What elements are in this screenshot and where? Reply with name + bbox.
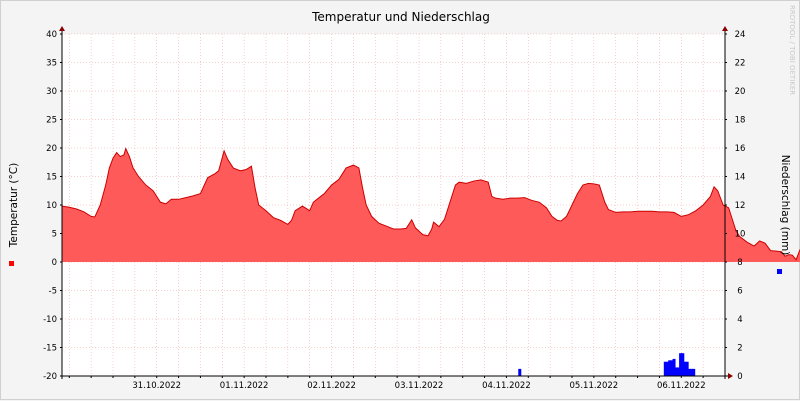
y-right-tick-label: 2 [737, 344, 742, 354]
precipitation-bar [679, 353, 683, 376]
chart-title: Temperatur und Niederschlag [311, 10, 490, 24]
precipitation-series [518, 353, 696, 376]
y-left-tick-label: 30 [46, 87, 57, 97]
y-left-tick-label: -20 [43, 372, 57, 382]
temperature-line [61, 147, 800, 261]
y-left-axis-label: Temperatur (°C) [8, 163, 20, 248]
y-left-tick-label: 35 [46, 59, 57, 69]
x-tick-label: 03.11.2022 [395, 381, 444, 391]
y-left-tick-label: 25 [46, 116, 57, 126]
precipitation-bar [518, 368, 522, 376]
left-axis-ticks: 40 35 30 25 20 15 10 5 0 -5 -10 -15 -20 [43, 30, 62, 382]
precipitation-bar [692, 368, 696, 376]
y-right-axis-label: Niederschlag (mm) [779, 155, 791, 256]
x-axis-ticks: 31.10.2022 01.11.2022 02.11.2022 03.11.2022… [68, 376, 706, 391]
axes [59, 26, 733, 379]
y-left-tick-label: 40 [46, 30, 57, 40]
precipitation-bar [690, 368, 694, 376]
x-tick-label: 31.10.2022 [132, 381, 181, 391]
precipitation-bar [685, 361, 689, 376]
y-left-tick-label: 10 [46, 201, 57, 211]
y-left-tick-label: 15 [46, 173, 57, 183]
precipitation-bar [681, 353, 685, 376]
precipitation-bar [674, 367, 678, 376]
y-right-tick-label: 14 [735, 173, 746, 183]
precipitation-bar [668, 360, 672, 376]
y-left-axis-arrow [59, 26, 65, 31]
x-tick-label: 05.11.2022 [570, 381, 619, 391]
precipitation-bar [670, 360, 674, 376]
x-tick-label: 02.11.2022 [307, 381, 356, 391]
y-right-tick-label: 22 [735, 59, 746, 69]
precipitation-bar [676, 367, 680, 376]
precipitation-bar [683, 361, 687, 376]
y-left-tick-label: 5 [52, 230, 57, 240]
temperature-area [62, 148, 800, 262]
y-right-tick-label: 8 [737, 258, 742, 268]
y-right-tick-label: 20 [735, 87, 746, 97]
precipitation-bar [663, 361, 667, 376]
y-left-tick-label: -10 [43, 315, 57, 325]
y-left-tick-label: 20 [46, 144, 57, 154]
y-right-tick-label: 18 [735, 116, 746, 126]
watermark: RRDTOOL / TOBI OETIKER [788, 5, 796, 95]
y-right-tick-label: 12 [735, 201, 746, 211]
x-axis-arrow [728, 373, 733, 379]
x-tick-label: 01.11.2022 [220, 381, 269, 391]
precipitation-bar [665, 361, 669, 376]
y-right-tick-label: 16 [735, 144, 746, 154]
precipitation-legend-swatch [777, 269, 782, 274]
precipitation-bar [687, 368, 691, 376]
x-tick-label: 06.11.2022 [657, 381, 706, 391]
precipitation-bar [672, 358, 676, 376]
y-right-tick-label: 0 [737, 372, 742, 382]
y-right-tick-label: 6 [737, 287, 742, 297]
y-right-tick-label: 10 [735, 230, 746, 240]
y-left-tick-label: -15 [43, 344, 57, 354]
y-right-tick-label: 4 [737, 315, 742, 325]
temperature-legend-swatch [9, 261, 14, 266]
temperature-series [61, 147, 800, 262]
y-left-tick-label: 0 [52, 258, 57, 268]
x-tick-label: 04.11.2022 [482, 381, 531, 391]
y-left-tick-label: -5 [49, 287, 57, 297]
y-right-tick-label: 24 [735, 30, 746, 40]
y-right-axis-arrow [722, 26, 728, 31]
